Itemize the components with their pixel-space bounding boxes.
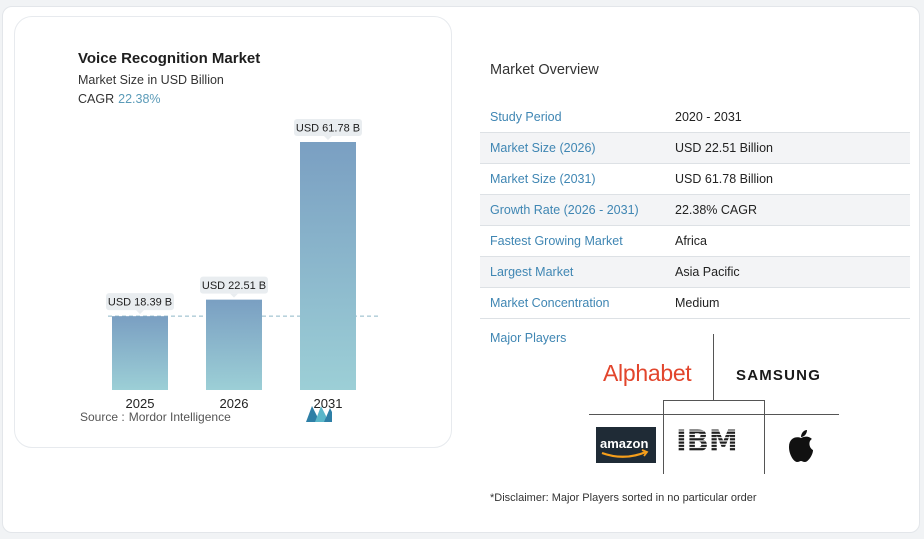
table-row: Growth Rate (2026 - 2031) 22.38% CAGR: [480, 195, 910, 226]
source-label: Source :: [80, 410, 125, 424]
data-label-box: [106, 293, 174, 311]
table-row: Market Size (2026) USD 22.51 Billion: [480, 133, 910, 164]
chart-title: Voice Recognition Market: [78, 50, 261, 67]
table-row: Market Size (2031) USD 61.78 Billion: [480, 164, 910, 195]
data-label-pointer: [136, 310, 144, 315]
row-label: Market Size (2026): [490, 141, 596, 155]
cagr-label: CAGR: [78, 92, 115, 106]
market-overview-title: Market Overview: [490, 62, 599, 78]
grid-divider: [589, 414, 839, 415]
row-value: Asia Pacific: [675, 265, 740, 279]
samsung-logo: SAMSUNG: [736, 367, 822, 384]
ibm-logo: IBM: [676, 425, 738, 455]
row-value: 22.38% CAGR: [675, 203, 757, 217]
row-label: Study Period: [490, 110, 562, 124]
alphabet-logo: Alphabet: [603, 360, 692, 386]
overview-table: Study Period 2020 - 2031 Market Size (202…: [480, 102, 910, 319]
amazon-logo: amazon: [596, 427, 656, 463]
row-label: Market Size (2031): [490, 172, 596, 186]
data-label-box: [294, 119, 362, 136]
data-label: USD 61.78 B: [296, 123, 360, 135]
row-label: Growth Rate (2026 - 2031): [490, 203, 639, 217]
disclaimer-note: *Disclaimer: Major Players sorted in no …: [490, 492, 757, 504]
cagr-value: 22.38%: [118, 92, 161, 106]
source-note: Source : Mordor Intelligence: [80, 410, 231, 424]
cagr-line: CAGR 22.38%: [78, 92, 161, 106]
table-row: Study Period 2020 - 2031: [480, 102, 910, 133]
amazon-wordmark: amazon: [600, 436, 649, 451]
row-value: USD 61.78 Billion: [675, 172, 773, 186]
x-tick-label: 2026: [220, 396, 249, 411]
chart-subtitle: Market Size in USD Billion: [78, 73, 224, 87]
table-row: Fastest Growing Market Africa: [480, 226, 910, 257]
table-row: Market Concentration Medium: [480, 288, 910, 319]
row-label: Largest Market: [490, 265, 574, 279]
mordor-logo-icon: [306, 406, 332, 422]
row-value: Medium: [675, 296, 720, 310]
data-label-pointer: [324, 136, 332, 140]
grid-divider: [663, 400, 664, 474]
amazon-smile-icon: [601, 449, 649, 458]
row-value: USD 22.51 Billion: [675, 141, 773, 155]
row-label: Market Concentration: [490, 296, 610, 310]
row-value: 2020 - 2031: [675, 110, 742, 124]
bar-2031: [300, 142, 356, 390]
x-tick-label: 2025: [126, 396, 155, 411]
ibm-wordmark: IBM: [676, 425, 738, 455]
grid-divider: [663, 400, 764, 401]
bar-2025: [112, 316, 168, 390]
row-value: Africa: [675, 234, 707, 248]
table-row: Largest Market Asia Pacific: [480, 257, 910, 288]
source-name: Mordor Intelligence: [128, 410, 231, 424]
grid-divider: [713, 334, 714, 400]
data-label: USD 22.51 B: [202, 280, 266, 292]
grid-divider: [764, 400, 765, 474]
data-label-pointer: [230, 293, 238, 298]
apple-logo-icon: [789, 430, 813, 462]
data-label: USD 18.39 B: [108, 297, 172, 309]
bar-2026: [206, 299, 262, 390]
bar-chart: USD 18.39 B 2025 USD 22.51 B 2026 USD 61.78 …: [106, 119, 378, 411]
row-label: Fastest Growing Market: [490, 234, 623, 248]
data-label-box: [200, 276, 268, 294]
major-players-label: Major Players: [490, 331, 567, 345]
